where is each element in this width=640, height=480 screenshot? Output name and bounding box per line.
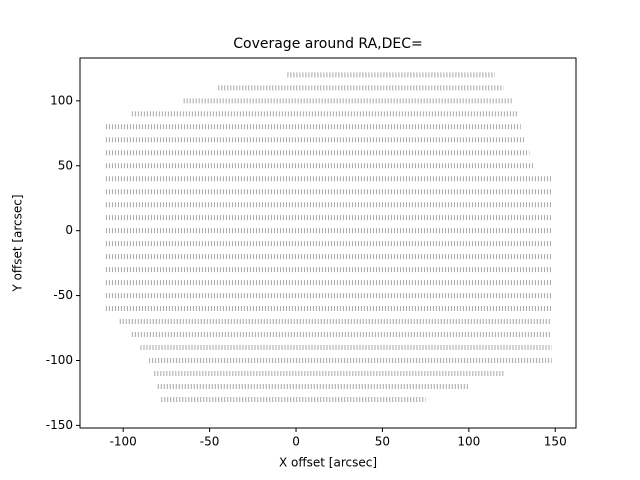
y-tick-label: 50 [58, 158, 73, 172]
x-tick-label: -50 [200, 435, 220, 449]
y-tick-label: 100 [50, 93, 73, 107]
y-tick-label: -150 [46, 418, 73, 432]
x-axis-label: X offset [arcsec] [279, 456, 377, 470]
y-tick-label: 0 [65, 223, 73, 237]
x-tick-label: 150 [544, 435, 567, 449]
y-axis-label: Y offset [arcsec] [11, 194, 25, 292]
y-tick-label: -50 [53, 288, 73, 302]
x-tick-label: -100 [110, 435, 137, 449]
chart-title: Coverage around RA,DEC= [233, 36, 423, 52]
x-tick-label: 50 [375, 435, 390, 449]
x-tick-label: 0 [292, 435, 300, 449]
plot-frame [79, 57, 577, 429]
x-tick-label: 100 [457, 435, 480, 449]
y-tick-label: -100 [46, 353, 73, 367]
